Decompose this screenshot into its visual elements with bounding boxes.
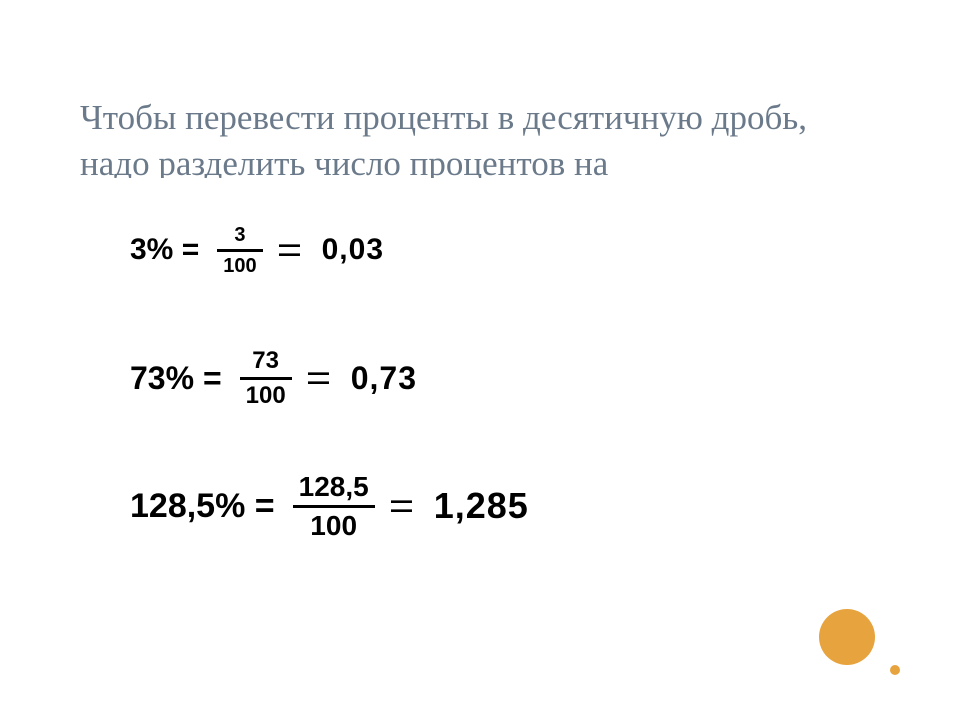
equation-row-1: 3% = 3 100 = 0,03 (130, 215, 529, 285)
eq1-fraction-bar (217, 249, 262, 252)
decorative-circle-small (890, 665, 900, 675)
eq1-numerator: 3 (228, 225, 251, 247)
eq1-fraction: 3 100 (217, 225, 262, 276)
eq2-lhs: 73% = (130, 360, 222, 397)
eq2-denominator: 100 (240, 382, 292, 408)
eq3-fraction-bar (293, 505, 375, 508)
eq3-denominator: 100 (304, 510, 363, 540)
heading-text: Чтобы перевести проценты в десятичную др… (80, 95, 880, 186)
eq2-numerator: 73 (246, 349, 285, 375)
eq2-rhs: 0,73 (351, 360, 417, 397)
eq1-equals-icon: = (276, 229, 301, 271)
equations-block: 3% = 3 100 = 0,03 73% = 73 100 = 0,73 12… (130, 215, 529, 599)
eq1-rhs: 0,03 (322, 233, 384, 267)
slide: Чтобы перевести проценты в десятичную др… (0, 0, 960, 720)
eq3-numerator: 128,5 (293, 473, 375, 503)
eq2-fraction-bar (240, 377, 292, 380)
eq3-lhs: 128,5% = (130, 487, 275, 526)
equation-row-2: 73% = 73 100 = 0,73 (130, 343, 529, 413)
decorative-circle-large (819, 609, 875, 665)
eq2-equals-icon: = (306, 357, 331, 399)
equation-row-3: 128,5% = 128,5 100 = 1,285 (130, 471, 529, 541)
eq1-denominator: 100 (217, 254, 262, 276)
eq3-fraction: 128,5 100 (293, 473, 375, 540)
eq3-rhs: 1,285 (434, 485, 529, 527)
eq3-equals-icon: = (389, 485, 414, 527)
eq2-fraction: 73 100 (240, 349, 292, 408)
eq1-lhs: 3% = (130, 233, 199, 267)
